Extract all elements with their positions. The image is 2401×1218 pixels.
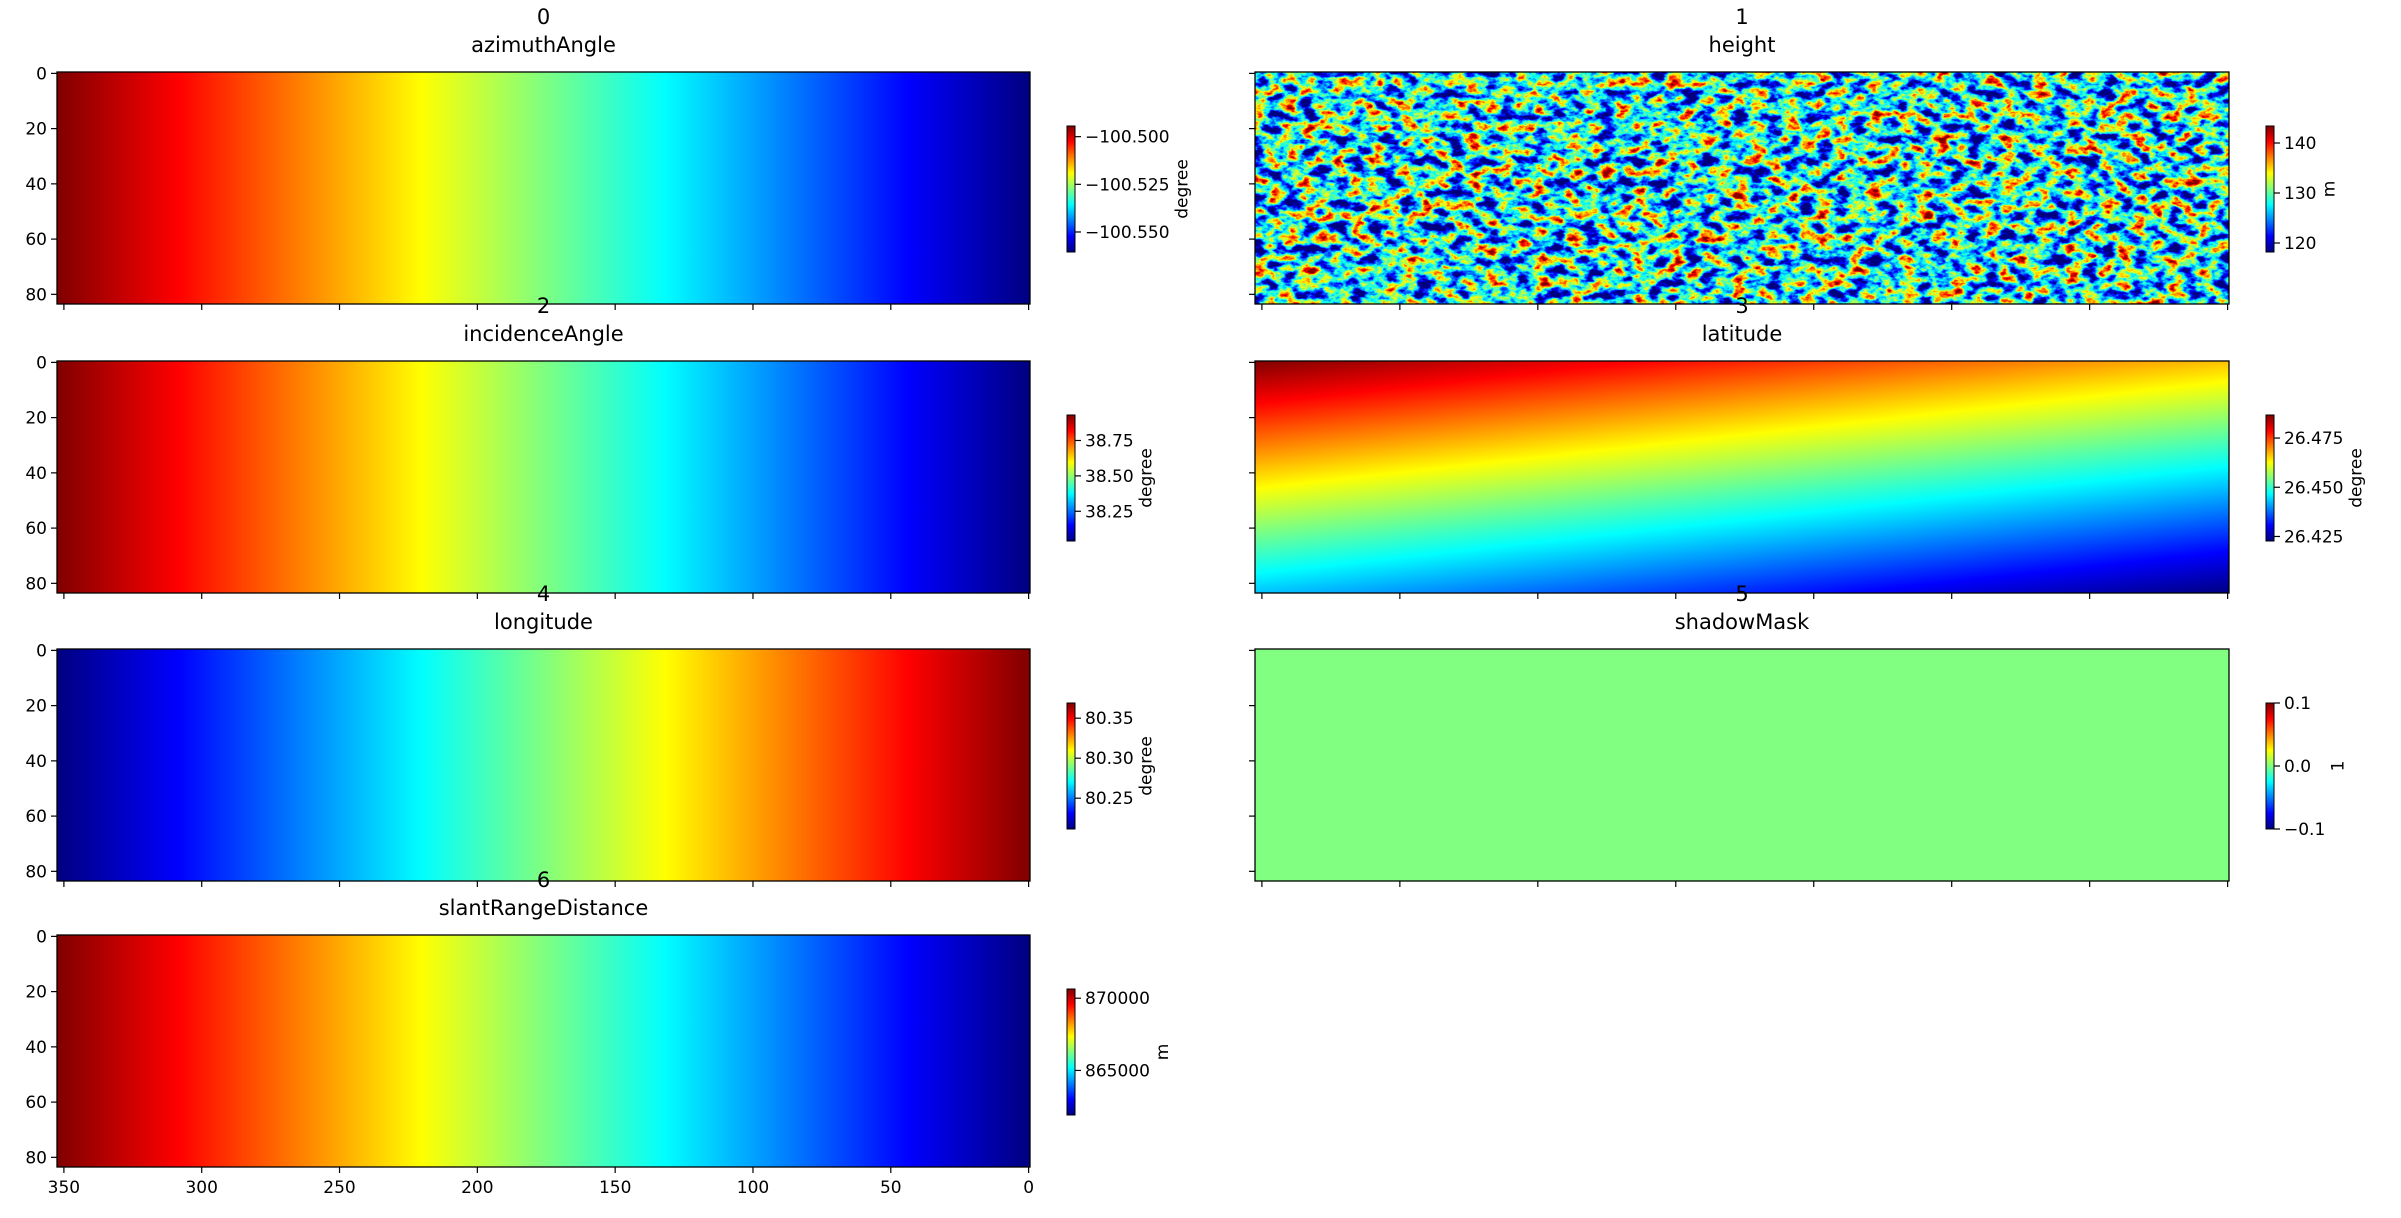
heatmap-image xyxy=(57,649,1030,881)
colorbar-label: degree xyxy=(1137,448,1157,508)
panel: 0 azimuthAngle 0 20 40 60 80 −100.500 −100.525 −1… xyxy=(25,5,1193,310)
axes-frame xyxy=(1254,360,2230,594)
colorbar-tick-label: 0.0 xyxy=(2284,757,2311,777)
y-tick-label: 40 xyxy=(25,752,47,772)
colorbar-label: degree xyxy=(1137,736,1157,796)
colorbar-tick-label: 38.25 xyxy=(1085,502,1134,522)
colorbar-tick-label: 870000 xyxy=(1085,989,1150,1009)
axes-frame xyxy=(56,360,1031,594)
colorbar-tick-label: 120 xyxy=(2284,234,2316,254)
colorbar-tick-label: 80.35 xyxy=(1085,709,1134,729)
colorbar xyxy=(2265,125,2275,253)
colorbar xyxy=(1066,988,1076,1116)
y-tick-label: 60 xyxy=(25,519,47,539)
colorbar-tick-label: 38.75 xyxy=(1085,431,1134,451)
x-tick-label: 50 xyxy=(880,1178,902,1198)
colorbar-label: 1 xyxy=(2328,761,2348,772)
y-tick-label: 0 xyxy=(36,641,47,661)
y-tick-label: 60 xyxy=(25,807,47,827)
axes-frame xyxy=(56,648,1031,882)
colorbar-tick-label: 130 xyxy=(2284,184,2316,204)
heatmap-image xyxy=(57,72,1030,304)
panel-index: 0 xyxy=(537,5,550,29)
colorbar-tick-label: −0.1 xyxy=(2284,820,2325,840)
colorbar-tick-label: −100.525 xyxy=(1085,175,1170,195)
y-tick-label: 40 xyxy=(25,1038,47,1058)
heatmap-image xyxy=(57,361,1030,593)
colorbar-tick-label: −100.550 xyxy=(1085,223,1170,243)
y-tick-label: 0 xyxy=(36,353,47,373)
x-tick-label: 250 xyxy=(323,1178,355,1198)
panel-title: slantRangeDistance xyxy=(439,896,649,920)
panel-index: 1 xyxy=(1735,5,1748,29)
panel-index: 3 xyxy=(1735,294,1748,318)
panel-title: latitude xyxy=(1702,322,1783,346)
y-tick-label: 80 xyxy=(25,862,47,882)
x-tick-label: 0 xyxy=(1023,1178,1034,1198)
axes-frame xyxy=(1254,71,2230,305)
y-tick-label: 20 xyxy=(25,120,47,140)
x-tick-label: 200 xyxy=(461,1178,493,1198)
x-tick-label: 350 xyxy=(48,1178,80,1198)
axes-frame xyxy=(1254,648,2230,882)
colorbar-tick-label: 140 xyxy=(2284,134,2316,154)
y-tick-label: 20 xyxy=(25,697,47,717)
colorbar-label: degree xyxy=(1173,159,1193,219)
colorbar-tick-label: −100.500 xyxy=(1085,128,1170,148)
colorbar-label: m xyxy=(1153,1044,1173,1061)
x-tick-label: 100 xyxy=(737,1178,769,1198)
y-tick-label: 60 xyxy=(25,230,47,250)
panel: 1 height 120 130 140 m xyxy=(1249,5,2339,310)
panel-title: incidenceAngle xyxy=(463,322,623,346)
colorbar-tick-label: 865000 xyxy=(1085,1061,1150,1081)
y-tick-label: 0 xyxy=(36,927,47,947)
axes-frame xyxy=(56,71,1031,305)
y-tick-label: 40 xyxy=(25,175,47,195)
colorbar-tick-label: 38.50 xyxy=(1085,467,1134,487)
y-tick-label: 80 xyxy=(25,285,47,305)
heatmap-image xyxy=(1255,72,2229,304)
colorbar xyxy=(2265,702,2275,830)
colorbar-tick-label: 26.475 xyxy=(2284,429,2343,449)
colorbar xyxy=(1066,702,1076,830)
panel-title: shadowMask xyxy=(1675,610,1810,634)
x-tick-label: 150 xyxy=(599,1178,631,1198)
colorbar-tick-label: 80.25 xyxy=(1085,789,1134,809)
y-tick-label: 80 xyxy=(25,1148,47,1168)
panel-title: azimuthAngle xyxy=(471,33,616,57)
colorbar xyxy=(1066,414,1076,542)
colorbar xyxy=(1066,125,1076,253)
heatmap-image xyxy=(1255,649,2229,881)
heatmap-image xyxy=(1255,361,2229,593)
x-tick-label: 300 xyxy=(185,1178,217,1198)
colorbar xyxy=(2265,414,2275,542)
axes-frame xyxy=(56,934,1031,1168)
panel-index: 2 xyxy=(537,294,550,318)
colorbar-tick-label: 80.30 xyxy=(1085,749,1134,769)
panel-index: 5 xyxy=(1735,582,1748,606)
panel-index: 6 xyxy=(537,868,550,892)
y-tick-label: 20 xyxy=(25,409,47,429)
panel-title: longitude xyxy=(494,610,593,634)
colorbar-tick-label: 0.1 xyxy=(2284,694,2311,714)
colorbar-label: m xyxy=(2319,181,2339,198)
colorbar-label: degree xyxy=(2346,448,2366,508)
y-tick-label: 80 xyxy=(25,574,47,594)
y-tick-label: 20 xyxy=(25,983,47,1003)
colorbar-tick-label: 26.450 xyxy=(2284,478,2343,498)
panel: 5 shadowMask −0.1 0.0 0.1 1 xyxy=(1249,582,2348,887)
y-tick-label: 0 xyxy=(36,64,47,84)
panel-title: height xyxy=(1709,33,1776,57)
y-tick-label: 40 xyxy=(25,464,47,484)
panel-index: 4 xyxy=(537,582,550,606)
panel: 2 incidenceAngle 0 20 40 60 80 38.25 38.50 38.75d… xyxy=(25,294,1157,599)
heatmap-image xyxy=(57,935,1030,1167)
y-tick-label: 60 xyxy=(25,1093,47,1113)
colorbar-tick-label: 26.425 xyxy=(2284,527,2343,547)
